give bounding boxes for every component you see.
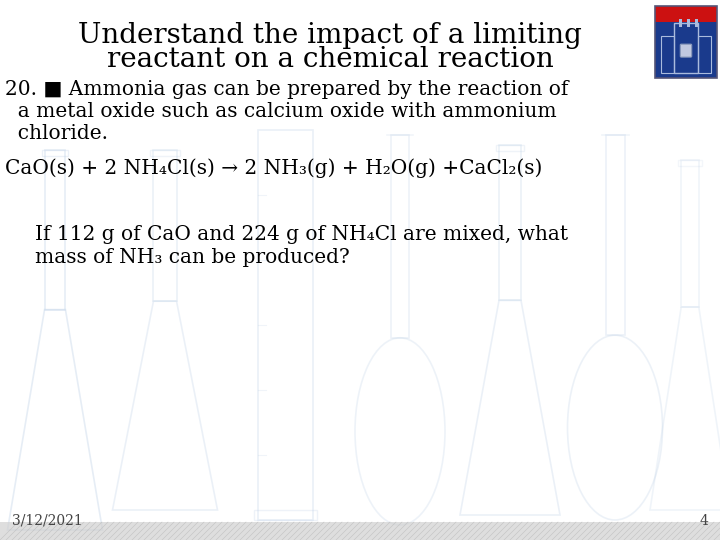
Bar (679, 19, 682, 28)
Text: chloride.: chloride. (5, 124, 108, 143)
Bar (655, 6, 717, 22)
FancyBboxPatch shape (680, 44, 692, 57)
Bar (655, 6, 717, 78)
Bar (687, 19, 690, 28)
Text: a metal oxide such as calcium oxide with ammonium: a metal oxide such as calcium oxide with… (5, 102, 557, 121)
Bar (655, 22, 717, 78)
Bar (0, 522, 720, 540)
Text: 20. ■ Ammonia gas can be prepared by the reaction of: 20. ■ Ammonia gas can be prepared by the… (5, 80, 568, 99)
Bar (661, 36, 674, 73)
Text: If 112 g of CaO and 224 g of NH₄Cl are mixed, what: If 112 g of CaO and 224 g of NH₄Cl are m… (35, 225, 568, 244)
Text: 4: 4 (699, 514, 708, 528)
Text: CaO(s) + 2 NH₄Cl(s) → 2 NH₃(g) + H₂O(g) +CaCl₂(s): CaO(s) + 2 NH₄Cl(s) → 2 NH₃(g) + H₂O(g) … (5, 158, 542, 178)
Text: Understand the impact of a limiting: Understand the impact of a limiting (78, 22, 582, 49)
Bar (674, 23, 698, 73)
Text: 3/12/2021: 3/12/2021 (12, 514, 83, 528)
Bar (695, 19, 698, 28)
Text: reactant on a chemical reaction: reactant on a chemical reaction (107, 46, 554, 73)
Bar (698, 36, 711, 73)
Text: mass of NH₃ can be produced?: mass of NH₃ can be produced? (35, 248, 350, 267)
